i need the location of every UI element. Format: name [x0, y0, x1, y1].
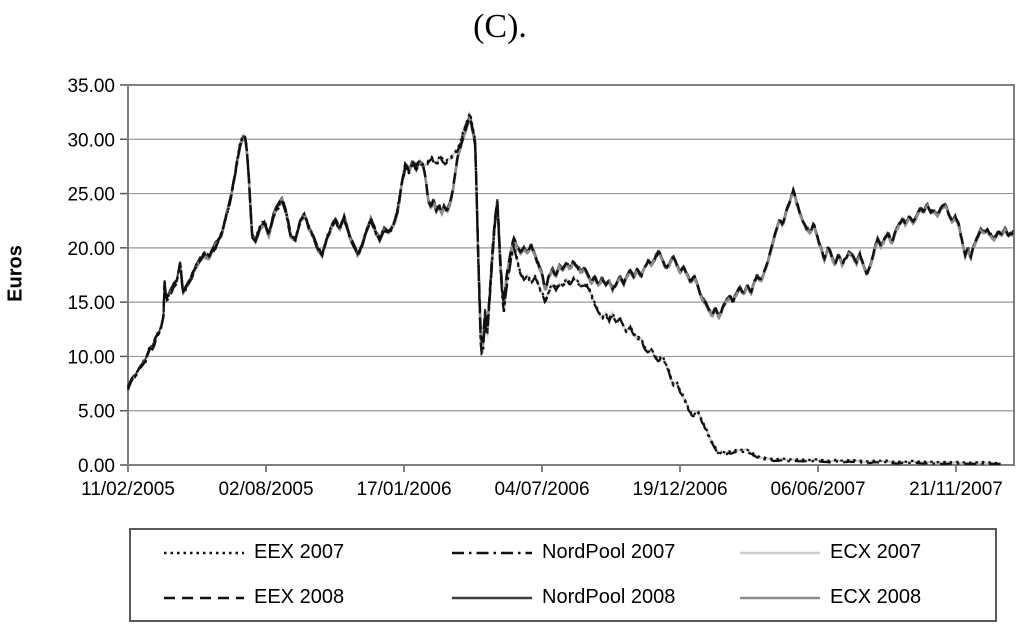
legend-item-ecx-2008: ECX 2008	[707, 586, 995, 609]
series-line-nordpool-2008	[127, 114, 1015, 387]
legend-line-sample	[164, 596, 244, 599]
plot-border	[127, 84, 1015, 466]
x-tick-label: 21/11/2007	[909, 479, 1003, 500]
y-tick-label: 5.00	[78, 402, 115, 423]
legend-item-nordpool-2007: NordPool 2007	[419, 541, 707, 564]
series-line-nordpool-2007	[126, 112, 1001, 465]
y-tick-label: 25.00	[67, 185, 115, 206]
legend-label: NordPool 2008	[542, 586, 676, 608]
legend-item-eex-2008: EEX 2008	[131, 586, 419, 609]
legend-label: ECX 2007	[830, 541, 922, 563]
x-tick-label: 06/06/2007	[770, 479, 865, 500]
series-line-eex-2008	[126, 114, 1015, 388]
chart-legend: EEX 2007 NordPool 2007 ECX 2007 EEX 2008…	[129, 528, 997, 622]
y-tick-label: 20.00	[67, 239, 115, 260]
y-tick-label: 10.00	[67, 347, 115, 368]
legend-item-nordpool-2008: NordPool 2008	[419, 586, 707, 609]
chart-title: (C).	[473, 8, 527, 45]
y-tick-label: 30.00	[67, 130, 115, 151]
legend-item-ecx-2007: ECX 2007	[707, 541, 995, 564]
x-tick-label: 04/07/2006	[494, 479, 589, 500]
x-tick-label: 11/02/2005	[81, 479, 175, 500]
legend-line-sample	[452, 596, 532, 599]
series-line-eex-2007	[126, 110, 1001, 465]
line-chart-plot: 35.00 30.00 25.00 20.00 15.00 10.00 5.00 0.0011…	[67, 76, 1015, 500]
legend-line-sample	[452, 551, 532, 554]
y-tick-label: 35.00	[67, 76, 115, 97]
x-tick-label: 19/12/2006	[632, 479, 727, 500]
legend-label: NordPool 2007	[542, 541, 676, 563]
y-tick-label: 15.00	[67, 293, 115, 314]
x-tick-label: 17/01/2006	[356, 479, 451, 500]
legend-label: EEX 2008	[254, 586, 345, 608]
legend-label: EEX 2007	[254, 541, 345, 563]
x-tick-label: 02/08/2005	[218, 479, 313, 500]
legend-line-sample	[740, 596, 820, 599]
legend-item-eex-2007: EEX 2007	[131, 541, 419, 564]
legend-line-sample	[164, 551, 244, 554]
legend-label: ECX 2008	[830, 586, 922, 608]
legend-line-sample	[740, 551, 820, 554]
y-tick-label: 0.00	[78, 456, 115, 477]
